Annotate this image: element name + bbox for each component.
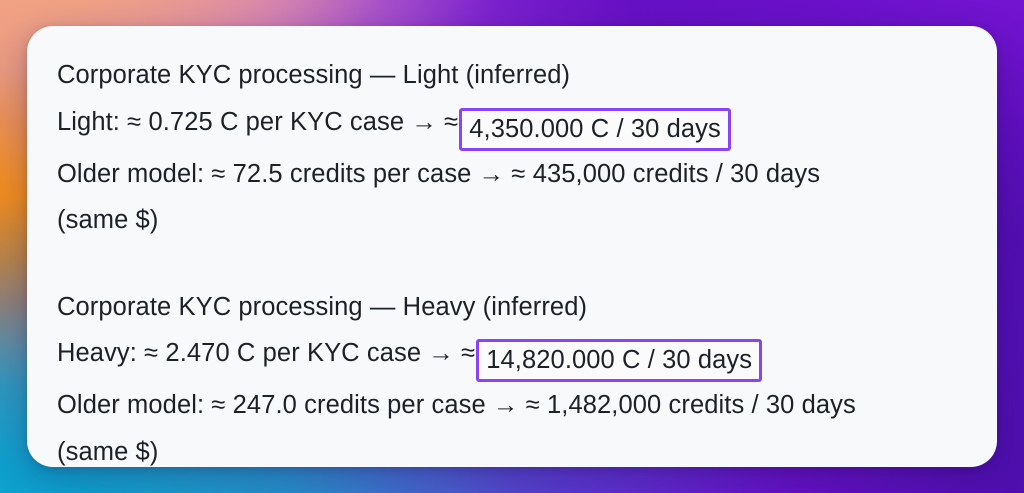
older-model-line-light: Older model: ≈ 72.5 credits per case → ≈… [57,159,821,188]
rate-prefix-heavy: Heavy: ≈ 2.470 C per KYC case → ≈ [57,339,476,367]
kyc-block-light: Corporate KYC processing — Light (inferr… [57,52,957,244]
block-title-heavy: Corporate KYC processing — Heavy (inferr… [57,292,588,321]
kyc-block-heavy: Corporate KYC processing — Heavy (inferr… [57,284,957,468]
content-card: Corporate KYC processing — Light (inferr… [27,26,997,467]
block-title-light: Corporate KYC processing — Light (inferr… [57,61,571,89]
older-model-line-heavy: Older model: ≈ 247.0 credits per case → … [57,391,856,419]
note-line-light: (same $) [57,206,159,234]
highlighted-value-heavy: 14,820.000 C / 30 days [476,339,763,382]
rate-line-heavy: Heavy: ≈ 2.470 C per KYC case → ≈14,820.… [57,330,957,382]
note-line-heavy: (same $) [57,437,159,466]
highlighted-value-light: 4,350.000 C / 30 days [459,107,731,151]
rate-line-light: Light: ≈ 0.725 C per KYC case → ≈4,350.0… [57,99,957,151]
rate-prefix-light: Light: ≈ 0.725 C per KYC case → ≈ [57,107,459,136]
